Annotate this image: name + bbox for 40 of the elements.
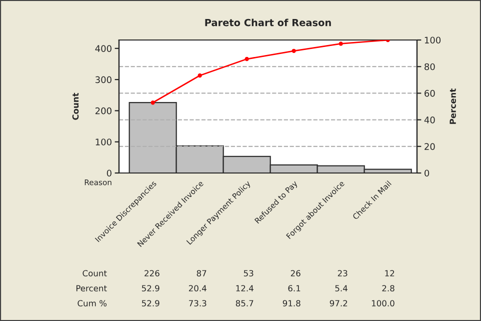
data-label: 52.9 — [142, 300, 160, 306]
y2-tick-label: 60 — [424, 90, 435, 97]
y2-tick-label: 20 — [424, 143, 435, 150]
data-label: 97.2 — [330, 300, 348, 306]
text: 6.1 — [288, 285, 300, 292]
text: 2.8 — [382, 285, 394, 292]
y-tick-label: 100 — [96, 138, 112, 146]
y2-tick-label: 80 — [424, 63, 435, 70]
y-tick-label: 400 — [95, 45, 112, 52]
y-tick-label: 0 — [106, 170, 112, 177]
y2-tick-label: 100 — [424, 36, 441, 44]
data-label: 12 — [385, 270, 394, 276]
y-tick-label: 300 — [96, 76, 112, 84]
y-axis-title: Count — [72, 92, 79, 120]
data-label: 26 — [290, 270, 300, 276]
text: 12.4 — [236, 285, 254, 292]
data-label: 91.8 — [282, 300, 300, 306]
data-label: 73.3 — [189, 300, 206, 306]
text: 20.4 — [188, 285, 206, 292]
text: Cum % — [78, 300, 107, 306]
point — [198, 73, 202, 78]
data-label: 23 — [338, 270, 348, 276]
chart-title: Pareto Chart of Reason — [205, 18, 331, 26]
data-label: 87 — [196, 270, 206, 276]
data-label: 226 — [144, 270, 160, 276]
text: Count — [82, 270, 107, 276]
point — [150, 100, 155, 105]
point — [338, 42, 343, 46]
text: Percent — [76, 285, 107, 292]
text: 52.9 — [142, 285, 160, 292]
text: 5.4 — [335, 285, 348, 292]
data-label: 53 — [244, 270, 254, 276]
data-label: 100.0 — [372, 300, 394, 306]
data-label: 85.7 — [236, 300, 254, 306]
y2-axis-title: Percent — [450, 88, 456, 124]
y2-tick-label: 0 — [424, 170, 430, 177]
y2-tick-label: 40 — [424, 116, 435, 124]
point — [292, 48, 296, 53]
y-tick-label: 200 — [95, 107, 112, 114]
point — [244, 56, 249, 62]
